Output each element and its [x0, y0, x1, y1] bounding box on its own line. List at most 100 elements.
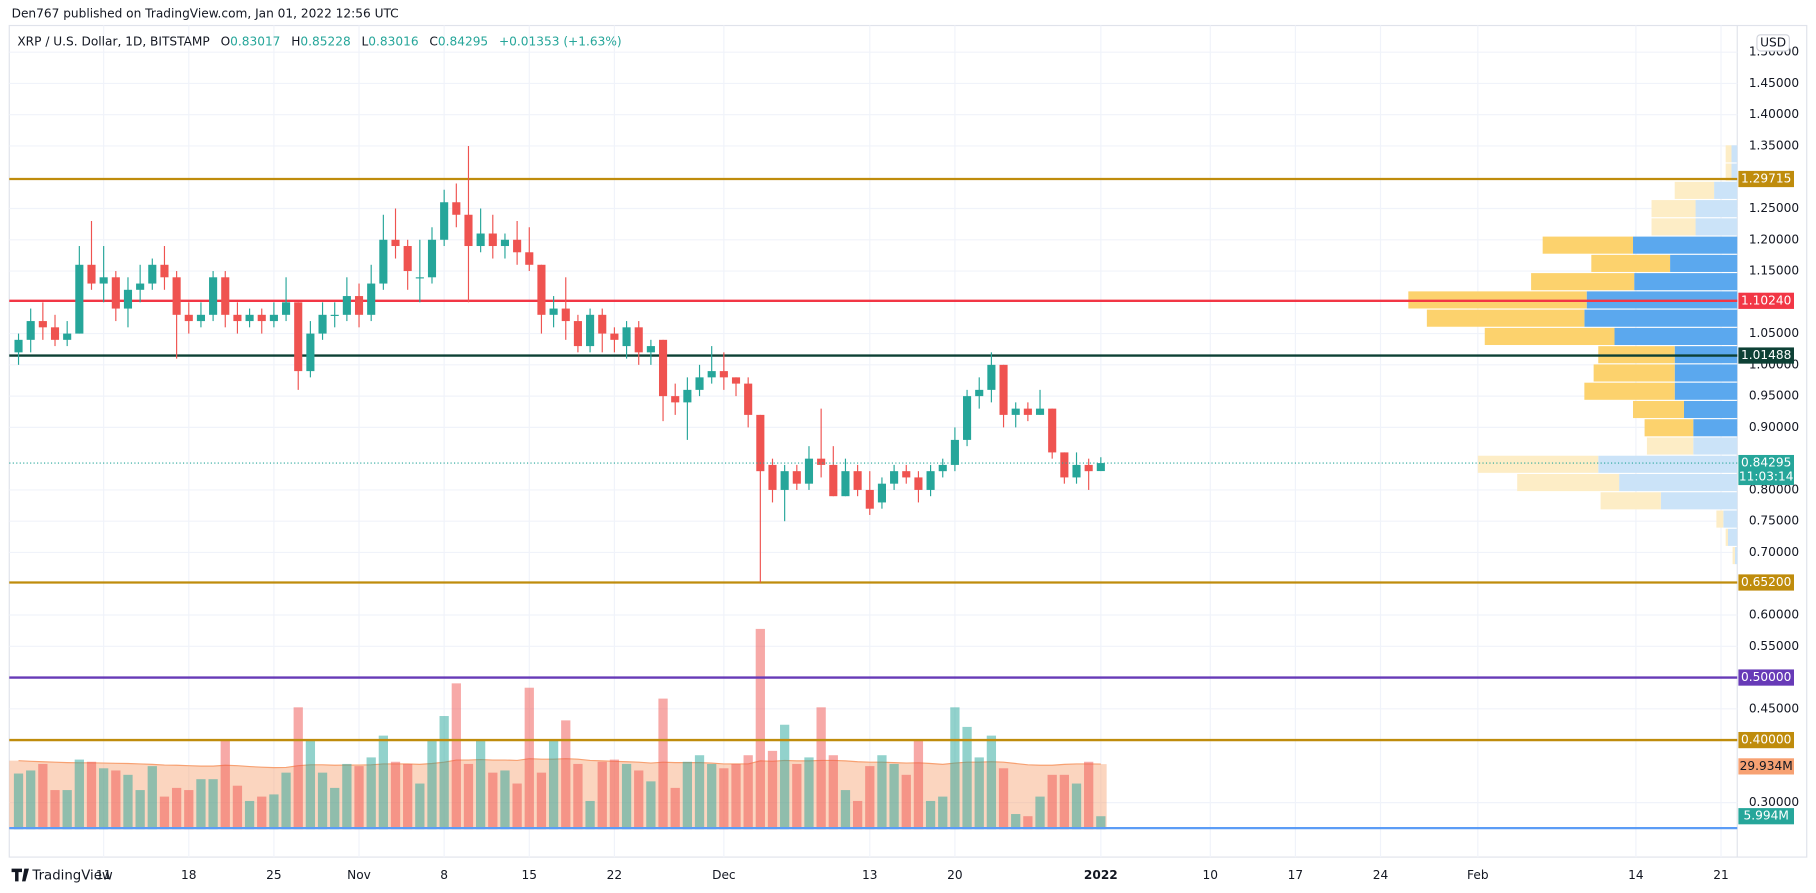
- candle-body: [342, 296, 351, 315]
- volume-bar: [159, 796, 170, 830]
- profile-up: [1600, 492, 1661, 510]
- profile-down: [1695, 218, 1738, 236]
- countdown-label: 11:03:14: [1739, 469, 1794, 483]
- profile-down: [1660, 492, 1738, 510]
- candle-body: [683, 389, 692, 403]
- candle-body: [123, 289, 133, 309]
- candle-body: [707, 371, 716, 378]
- candle-body: [1011, 408, 1020, 415]
- x-tick-label: 11: [96, 868, 111, 882]
- candle-body: [658, 339, 668, 397]
- x-tick-label: 20: [947, 868, 962, 882]
- volume-bar: [269, 794, 279, 830]
- candle-body: [257, 314, 266, 322]
- last-price-bg: [1738, 454, 1794, 486]
- candle-body: [817, 458, 826, 465]
- candle-body: [38, 321, 47, 328]
- candle-body: [136, 283, 145, 290]
- volume-bar: [1035, 796, 1045, 830]
- candle-body: [1048, 408, 1057, 453]
- y-tick-label: 0.90000: [1749, 420, 1799, 434]
- currency-badge: [1756, 34, 1790, 52]
- profile-up: [1644, 419, 1694, 437]
- volume-bar: [196, 779, 206, 830]
- volume-bar: [670, 787, 680, 830]
- x-tick-label: 10: [1203, 868, 1218, 882]
- volume-bar: [889, 763, 899, 830]
- level-label: 0.65200: [1741, 575, 1791, 589]
- profile-up: [1725, 528, 1728, 546]
- volume-bar: [342, 763, 352, 830]
- volume-bar: [828, 755, 838, 830]
- y-tick-label: 0.60000: [1749, 608, 1799, 622]
- volume-bar: [1023, 816, 1033, 830]
- volume-bar: [330, 787, 340, 830]
- y-tick-label: 1.25000: [1749, 201, 1799, 215]
- volume-bar: [913, 739, 924, 830]
- candle-body: [1023, 408, 1032, 415]
- candle-body: [975, 389, 984, 397]
- candle-body: [1096, 463, 1105, 472]
- profile-up: [1725, 145, 1732, 163]
- candle-body: [294, 302, 303, 372]
- volume-bar: [925, 800, 936, 830]
- candle-body: [719, 371, 728, 378]
- volume-bar: [74, 759, 84, 830]
- volume-bar: [950, 707, 960, 830]
- candle-body: [938, 464, 947, 472]
- profile-up: [1426, 309, 1585, 327]
- candle-body: [330, 314, 339, 316]
- candle-body: [75, 264, 84, 334]
- volume-bar: [767, 750, 778, 830]
- volume-bar: [901, 774, 911, 830]
- profile-up: [1651, 200, 1696, 218]
- volume-bar: [244, 800, 255, 830]
- x-tick-label: 24: [1373, 868, 1389, 882]
- volume-bar: [719, 768, 729, 830]
- candle-body: [525, 252, 534, 265]
- candle-body: [306, 333, 315, 372]
- candle-body: [14, 339, 23, 353]
- candle-body: [768, 464, 777, 490]
- volume-bar: [50, 790, 60, 830]
- level-label-bg: [1738, 347, 1794, 364]
- x-tick-label: 14: [1628, 868, 1644, 882]
- profile-up: [1725, 163, 1732, 181]
- profile-up: [1674, 181, 1715, 199]
- volume-bar: [366, 757, 376, 830]
- volume-bar: [86, 761, 97, 830]
- volume-bar: [135, 790, 145, 830]
- profile-up: [1716, 510, 1724, 528]
- candle-body: [282, 302, 291, 315]
- volume-bar: [488, 772, 498, 830]
- profile-up: [1531, 273, 1635, 291]
- candle-body: [99, 277, 108, 284]
- ohlc-value: 0.85228: [300, 34, 350, 48]
- candle-body: [841, 471, 850, 497]
- volume-bar: [646, 781, 656, 830]
- level-label-bg: [1738, 669, 1794, 686]
- volume-bar: [62, 790, 72, 830]
- volume-bar: [998, 768, 1009, 830]
- volume-bar: [658, 698, 668, 830]
- candle-body: [500, 239, 510, 247]
- volume-bar: [305, 739, 316, 830]
- volume-bar: [281, 772, 291, 830]
- ohlc-key: H: [291, 34, 300, 48]
- volume-bar: [731, 763, 741, 830]
- volume-bar: [293, 707, 303, 830]
- y-tick-label: 0.55000: [1749, 639, 1799, 653]
- profile-down: [1634, 273, 1738, 291]
- volume-bar: [378, 735, 388, 830]
- profile-down: [1633, 236, 1738, 254]
- candle-body: [476, 233, 485, 247]
- level-label-bg: [1738, 574, 1794, 591]
- volume-bar: [512, 783, 522, 830]
- volume-bar: [1084, 761, 1094, 830]
- profile-up: [1633, 400, 1684, 419]
- footer-text: TradingView: [31, 869, 112, 884]
- volume-bar: [755, 628, 765, 830]
- ohlc-value: 0.83016: [368, 34, 418, 48]
- x-tick-label: 17: [1288, 868, 1303, 882]
- profile-down: [1731, 163, 1738, 181]
